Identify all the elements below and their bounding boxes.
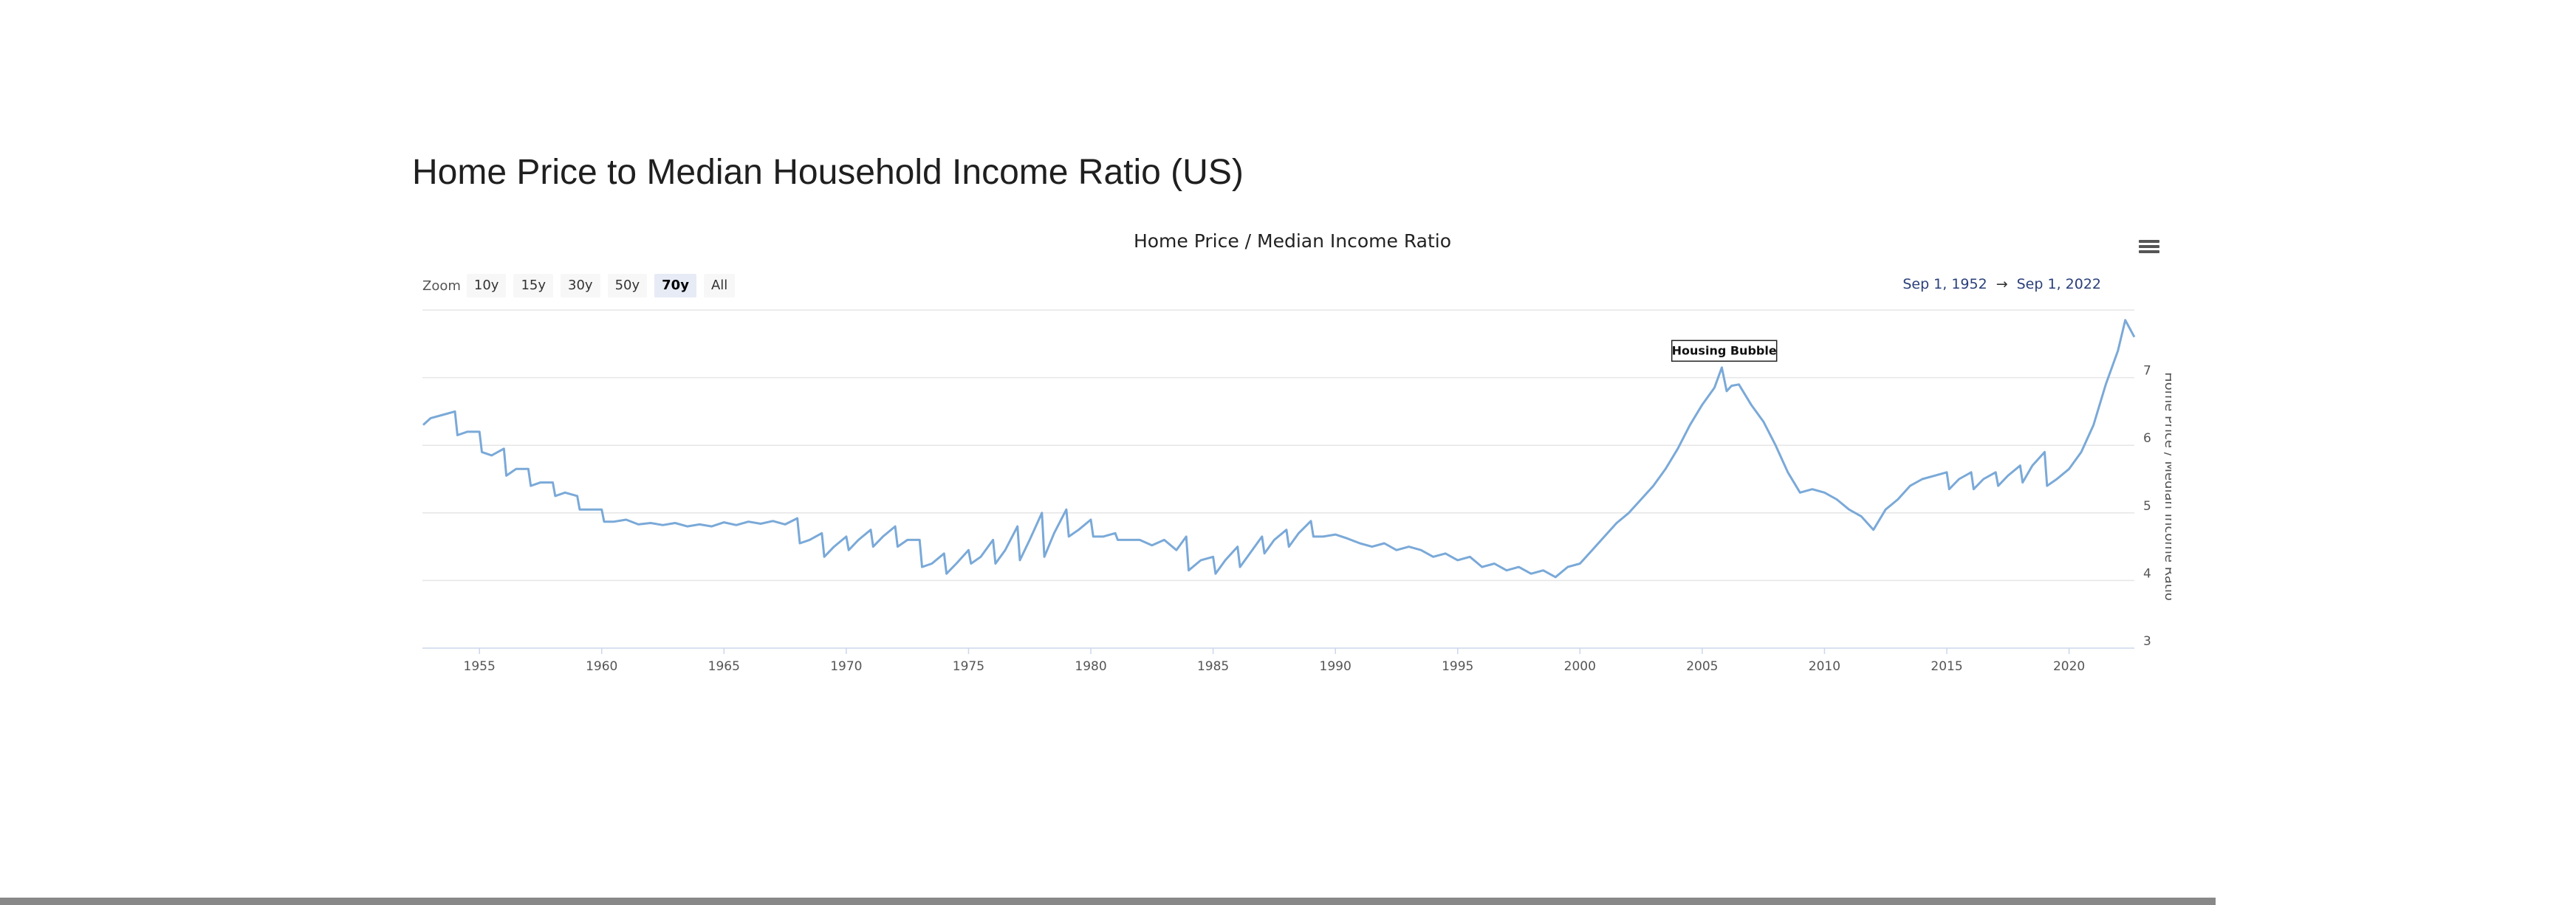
x-tick-label: 1975 (953, 659, 984, 674)
zoom-selector: Zoom 10y 15y 30y 50y 70y All (422, 273, 742, 298)
y-tick-label: 7 (2143, 364, 2151, 379)
x-tick-label: 1960 (586, 659, 617, 674)
chart-title: Home Price / Median Income Ratio (1133, 230, 1452, 252)
x-tick-label: 1990 (1320, 659, 1352, 674)
x-tick-label: 2010 (1809, 659, 1840, 674)
x-tick-label: 1980 (1075, 659, 1106, 674)
line-chart-plot: 3 4 5 6 7 1955 1960 1965 1970 1975 1980 1985 1990 199… (422, 309, 2171, 674)
y-tick-label: 6 (2143, 431, 2151, 446)
x-tick-label: 2005 (1686, 659, 1718, 674)
chart-container: Home Price / Median Income Ratio Zoom 10… (414, 221, 2171, 679)
x-tick-label: 1970 (830, 659, 862, 674)
zoom-button-10y[interactable]: 10y (466, 274, 507, 297)
x-tick-label: 1965 (708, 659, 740, 674)
zoom-button-15y[interactable]: 15y (513, 274, 554, 297)
zoom-button-50y[interactable]: 50y (607, 274, 648, 297)
x-tick-label: 2015 (1931, 659, 1962, 674)
annotation-label: Housing Bubble (1672, 343, 1777, 357)
page-title: Home Price to Median Household Income Ra… (412, 153, 1244, 192)
x-tick-label: 1955 (464, 659, 496, 674)
zoom-button-70y[interactable]: 70y (654, 274, 696, 297)
x-tick-label: 2020 (2053, 659, 2085, 674)
range-to-date[interactable]: Sep 1, 2022 (2016, 276, 2101, 292)
range-from-date[interactable]: Sep 1, 1952 (1902, 276, 1987, 292)
series-line (422, 319, 2136, 579)
y-axis-title: Home Price / Median Income Ratio (2162, 372, 2171, 601)
x-tick-label: 1995 (1442, 659, 1473, 674)
x-tick-label: 2000 (1564, 659, 1596, 674)
y-tick-label: 4 (2143, 566, 2151, 581)
y-tick-label: 3 (2143, 634, 2151, 649)
zoom-button-all[interactable]: All (703, 274, 736, 297)
hamburger-menu-icon[interactable] (2139, 238, 2159, 257)
y-tick-label: 5 (2143, 499, 2151, 514)
x-tick-label: 1985 (1197, 659, 1229, 674)
zoom-label: Zoom (422, 278, 461, 294)
annotation-box (1671, 340, 1778, 362)
zoom-button-30y[interactable]: 30y (561, 274, 600, 297)
horizontal-scrollbar[interactable] (0, 898, 2216, 905)
range-arrow: → (1996, 276, 2008, 292)
date-range-display: Sep 1, 1952 → Sep 1, 2022 (1902, 276, 2101, 292)
